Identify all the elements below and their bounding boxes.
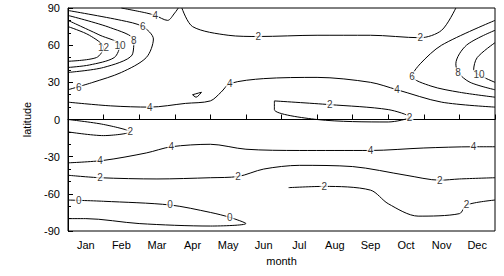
svg-text:6: 6	[76, 82, 82, 93]
svg-text:Mar: Mar	[147, 239, 166, 251]
svg-text:2: 2	[437, 175, 443, 186]
svg-text:Feb: Feb	[112, 239, 131, 251]
svg-text:4: 4	[368, 145, 374, 156]
svg-text:May: May	[218, 239, 239, 251]
svg-text:latitude: latitude	[21, 102, 33, 137]
svg-text:Oct: Oct	[397, 239, 414, 251]
svg-text:-60: -60	[44, 188, 60, 200]
svg-text:6: 6	[409, 71, 415, 82]
svg-text:0: 0	[167, 199, 173, 210]
svg-text:2: 2	[407, 112, 413, 123]
svg-text:10: 10	[473, 69, 485, 80]
svg-text:8: 8	[455, 67, 461, 78]
svg-text:Jan: Jan	[77, 239, 95, 251]
svg-text:Jun: Jun	[255, 239, 273, 251]
svg-text:0: 0	[76, 195, 82, 206]
svg-text:30: 30	[48, 76, 60, 88]
svg-text:2: 2	[464, 199, 470, 210]
svg-text:Jul: Jul	[292, 239, 306, 251]
svg-text:0: 0	[54, 114, 60, 126]
svg-text:10: 10	[114, 40, 126, 51]
svg-text:2: 2	[256, 31, 262, 42]
svg-text:2: 2	[417, 32, 423, 43]
svg-text:0: 0	[227, 212, 233, 223]
svg-text:-30: -30	[44, 151, 60, 163]
svg-text:2: 2	[127, 126, 133, 137]
svg-text:4: 4	[147, 102, 153, 113]
svg-text:2: 2	[321, 181, 327, 192]
svg-text:4: 4	[152, 10, 158, 21]
svg-text:Nov: Nov	[432, 239, 452, 251]
svg-text:2: 2	[235, 171, 241, 182]
svg-text:90: 90	[48, 2, 60, 14]
svg-text:Apr: Apr	[184, 239, 201, 251]
svg-text:4: 4	[471, 141, 477, 152]
svg-text:2: 2	[327, 99, 333, 110]
svg-text:60: 60	[48, 39, 60, 51]
svg-text:month: month	[266, 255, 297, 267]
svg-text:Dec: Dec	[467, 239, 487, 251]
svg-text:4: 4	[168, 141, 174, 152]
svg-text:8: 8	[131, 35, 137, 46]
svg-text:12: 12	[98, 42, 110, 53]
svg-text:4: 4	[394, 84, 400, 95]
svg-text:6: 6	[140, 21, 146, 32]
svg-text:-90: -90	[44, 225, 60, 237]
svg-text:4: 4	[227, 78, 233, 89]
svg-text:Aug: Aug	[325, 239, 345, 251]
svg-text:Sep: Sep	[361, 239, 381, 251]
svg-text:4: 4	[97, 155, 103, 166]
svg-text:2: 2	[97, 172, 103, 183]
